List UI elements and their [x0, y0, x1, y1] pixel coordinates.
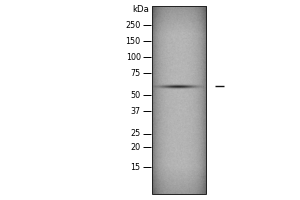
- Text: 50: 50: [130, 90, 141, 99]
- Text: 37: 37: [130, 106, 141, 116]
- Text: 20: 20: [130, 142, 141, 152]
- Text: 150: 150: [126, 36, 141, 46]
- Text: 100: 100: [126, 52, 141, 62]
- Text: 75: 75: [130, 68, 141, 77]
- Text: kDa: kDa: [132, 4, 149, 14]
- Text: 25: 25: [130, 130, 141, 138]
- Text: 15: 15: [130, 162, 141, 171]
- Text: 250: 250: [125, 21, 141, 29]
